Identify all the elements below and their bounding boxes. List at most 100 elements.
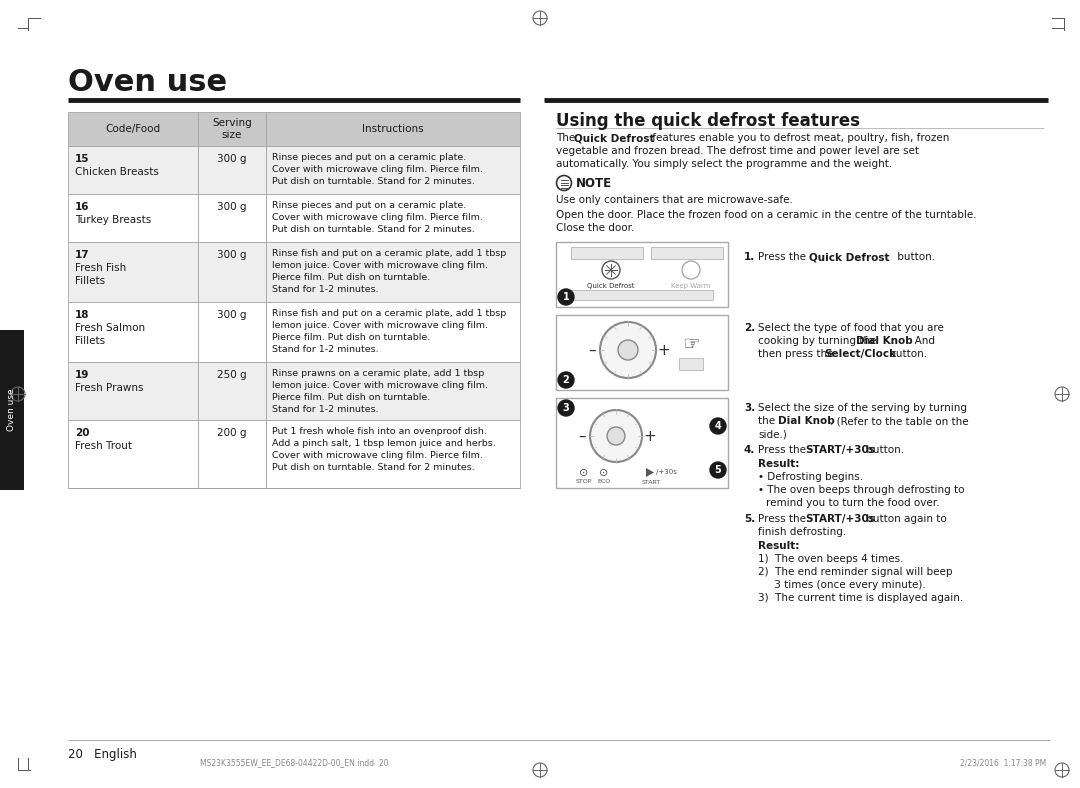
Bar	[266, 146, 519, 194]
Text: 3)  The current time is displayed again.: 3) The current time is displayed again.	[758, 593, 963, 603]
Text: features enable you to defrost meat, poultry, fish, frozen: features enable you to defrost meat, pou…	[649, 133, 949, 143]
Text: 20: 20	[75, 428, 90, 438]
Text: ⊙: ⊙	[599, 468, 609, 478]
Bar	[198, 302, 266, 362]
Text: +: +	[644, 429, 657, 444]
Bar	[68, 242, 198, 302]
Text: Open the door. Place the frozen food on a ceramic in the centre of the turntable: Open the door. Place the frozen food on …	[556, 210, 976, 220]
Text: –: –	[589, 343, 596, 358]
Text: cooking by turning the: cooking by turning the	[758, 336, 879, 346]
Bar	[266, 420, 519, 488]
Circle shape	[600, 322, 656, 378]
Text: 19: 19	[75, 370, 90, 380]
Text: Instructions: Instructions	[362, 124, 423, 134]
Text: 300 g: 300 g	[217, 250, 246, 260]
Bar	[679, 358, 703, 370]
Polygon shape	[646, 468, 654, 477]
Bar	[68, 112, 519, 146]
Text: 250 g: 250 g	[217, 370, 247, 380]
Bar	[198, 420, 266, 488]
Text: side.): side.)	[758, 429, 787, 439]
Text: 2: 2	[563, 375, 569, 385]
Text: vegetable and frozen bread. The defrost time and power level are set: vegetable and frozen bread. The defrost …	[556, 146, 919, 156]
Text: Serving
size: Serving size	[212, 118, 252, 139]
Text: 3 times (once every minute).: 3 times (once every minute).	[758, 580, 926, 590]
Text: Select the type of food that you are: Select the type of food that you are	[758, 323, 944, 333]
Text: finish defrosting.: finish defrosting.	[758, 527, 847, 537]
Text: Press the: Press the	[758, 445, 809, 455]
Text: Rinse pieces and put on a ceramic plate.
Cover with microwave cling film. Pierce: Rinse pieces and put on a ceramic plate.…	[272, 153, 483, 186]
Text: remind you to turn the food over.: remind you to turn the food over.	[766, 498, 940, 508]
Text: . And: . And	[908, 336, 935, 346]
Text: ☞: ☞	[683, 334, 700, 354]
Circle shape	[710, 462, 726, 478]
Text: Using the quick defrost features: Using the quick defrost features	[556, 112, 860, 130]
Text: Fresh Trout: Fresh Trout	[75, 441, 132, 451]
Text: Quick Defrost: Quick Defrost	[809, 252, 890, 262]
Text: START/+30s: START/+30s	[805, 445, 875, 455]
Text: Rinse fish and put on a ceramic plate, add 1 tbsp
lemon juice. Cover with microw: Rinse fish and put on a ceramic plate, a…	[272, 309, 507, 355]
Text: The: The	[556, 133, 579, 143]
Text: . (Refer to the table on the: . (Refer to the table on the	[831, 416, 969, 426]
Bar	[68, 302, 198, 362]
Text: • Defrosting begins.: • Defrosting begins.	[758, 472, 863, 482]
Text: MS23K3555EW_EE_DE68-04422D-00_EN.indd  20: MS23K3555EW_EE_DE68-04422D-00_EN.indd 20	[200, 758, 389, 767]
Circle shape	[590, 410, 642, 462]
Text: 20   English: 20 English	[68, 748, 137, 761]
Text: Dial Knob: Dial Knob	[856, 336, 913, 346]
Text: +: +	[658, 343, 671, 358]
Text: Keep Warm: Keep Warm	[672, 283, 711, 289]
Text: button again to: button again to	[863, 514, 947, 524]
Circle shape	[710, 418, 726, 434]
Text: 200 g: 200 g	[217, 428, 246, 438]
Text: 300 g: 300 g	[217, 202, 246, 212]
Bar	[556, 242, 728, 307]
Text: Oven use: Oven use	[8, 388, 16, 431]
Bar	[68, 146, 198, 194]
Text: 300 g: 300 g	[217, 154, 246, 164]
Circle shape	[558, 400, 573, 416]
Text: 1.: 1.	[744, 252, 755, 262]
Text: Result:: Result:	[758, 459, 799, 469]
Text: 2.: 2.	[744, 323, 755, 333]
Text: Put 1 fresh whole fish into an ovenproof dish.
Add a pinch salt, 1 tbsp lemon ju: Put 1 fresh whole fish into an ovenproof…	[272, 427, 496, 473]
Text: Fresh Prawns: Fresh Prawns	[75, 383, 144, 393]
Text: Oven use: Oven use	[68, 68, 227, 97]
Text: ECO: ECO	[597, 479, 610, 484]
Bar	[266, 362, 519, 420]
Text: button.: button.	[863, 445, 904, 455]
Text: 300 g: 300 g	[217, 310, 246, 320]
Text: 1)  The oven beeps 4 times.: 1) The oven beeps 4 times.	[758, 554, 904, 564]
Text: START/+30s: START/+30s	[805, 514, 875, 524]
Text: 1: 1	[563, 292, 569, 302]
Bar	[266, 302, 519, 362]
Text: Code/Food: Code/Food	[106, 124, 161, 134]
Bar	[571, 247, 643, 259]
Circle shape	[558, 372, 573, 388]
Text: Quick Defrost: Quick Defrost	[588, 283, 635, 289]
Text: then press the: then press the	[758, 349, 837, 359]
Bar	[198, 242, 266, 302]
Text: 18: 18	[75, 310, 90, 320]
Text: –: –	[578, 429, 585, 444]
Circle shape	[607, 427, 625, 445]
Text: 16: 16	[75, 202, 90, 212]
Text: START: START	[642, 480, 661, 485]
Circle shape	[618, 340, 638, 360]
Text: Rinse fish and put on a ceramic plate, add 1 tbsp
lemon juice. Cover with microw: Rinse fish and put on a ceramic plate, a…	[272, 249, 507, 295]
Text: Rinse prawns on a ceramic plate, add 1 tbsp
lemon juice. Cover with microwave cl: Rinse prawns on a ceramic plate, add 1 t…	[272, 369, 488, 414]
Text: /+30s: /+30s	[656, 469, 677, 475]
Bar	[68, 362, 198, 420]
Text: STOP: STOP	[576, 479, 592, 484]
Text: Select/Clock: Select/Clock	[824, 349, 896, 359]
Text: Fresh Fish
Fillets: Fresh Fish Fillets	[75, 263, 126, 286]
Text: 2)  The end reminder signal will beep: 2) The end reminder signal will beep	[758, 567, 953, 577]
Bar	[556, 398, 728, 488]
Text: Fresh Salmon
Fillets: Fresh Salmon Fillets	[75, 323, 145, 346]
Text: the: the	[758, 416, 779, 426]
Text: Turkey Breasts: Turkey Breasts	[75, 215, 151, 225]
Bar	[198, 194, 266, 242]
Text: Result:: Result:	[758, 541, 799, 551]
Text: 17: 17	[75, 250, 90, 260]
Text: Chicken Breasts: Chicken Breasts	[75, 167, 159, 177]
